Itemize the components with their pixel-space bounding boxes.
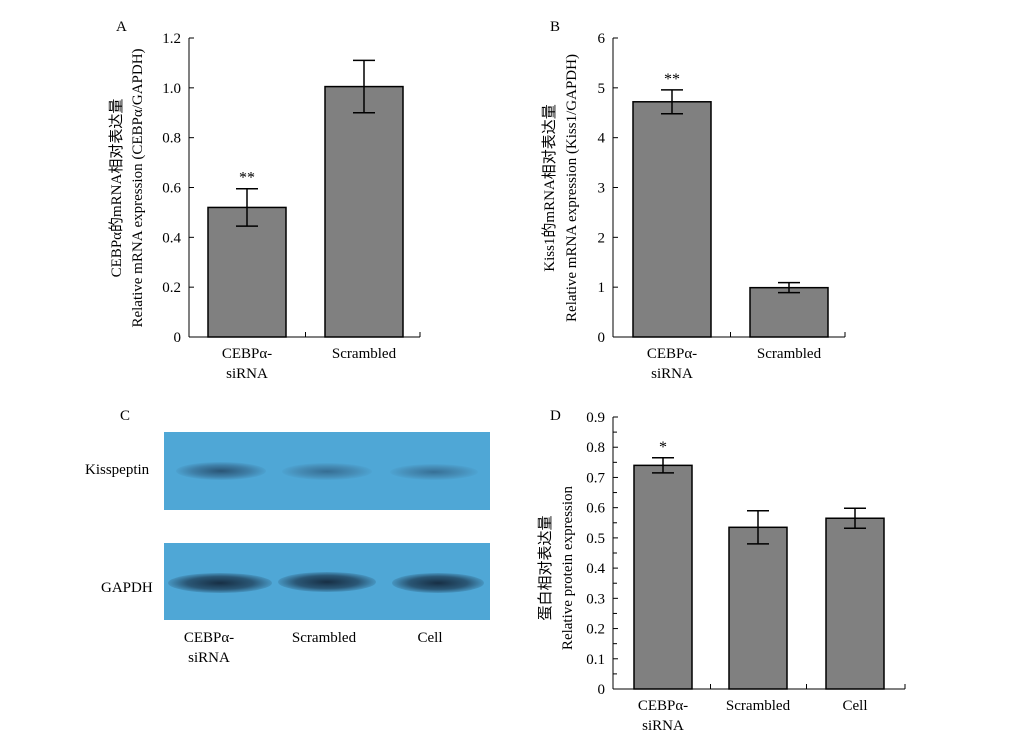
panel-letter-a: A <box>116 19 127 35</box>
bar-d-2 <box>728 526 788 690</box>
y-tick-label-a: 0.8 <box>162 131 181 147</box>
bar-a-1 <box>207 206 287 338</box>
band-gapdh-lane-3 <box>392 573 484 593</box>
band-kisspeptin-lane-2 <box>282 463 372 480</box>
y-axis-label-en-b: Relative mRNA expression (Kiss1/GAPDH) <box>564 54 580 322</box>
y-axis-label-en-a: Relative mRNA expression (CEBPα/GAPDH) <box>130 48 146 327</box>
band-kisspeptin-lane-3 <box>390 464 478 480</box>
y-tick-label-d: 0.1 <box>586 652 605 668</box>
significance-mark-a-1: ** <box>239 170 255 187</box>
band-gapdh-lane-1 <box>168 573 272 593</box>
y-tick-label-a: 1.2 <box>162 31 181 47</box>
y-axis-label-cn-d: 蛋白相对表达量 <box>537 515 554 620</box>
panel-letter-d: D <box>550 408 561 424</box>
bar-a-2 <box>324 85 404 338</box>
y-tick-label-b: 3 <box>598 181 606 197</box>
y-tick-label-b: 6 <box>598 31 606 47</box>
y-tick-label-a: 0.4 <box>162 230 181 246</box>
band-kisspeptin-lane-1 <box>176 462 266 480</box>
chart-panel-a: 0 0.2 0.4 0.6 0.8 1.0 1.2 ** CEBPα-siRNA Scramble… <box>108 31 421 382</box>
y-tick-label-a: 0 <box>174 330 182 346</box>
category-label-d-1: CEBPα-siRNA <box>638 698 688 734</box>
blot-lane-label-2: Scrambled <box>291 630 357 646</box>
category-label-b-1: CEBPα-siRNA <box>647 346 697 382</box>
y-tick-label-d: 0.2 <box>586 622 605 638</box>
category-label-a-1: CEBPα-siRNA <box>222 346 272 382</box>
bar-d-1 <box>633 464 693 690</box>
category-label-b-2: Scrambled <box>757 346 822 362</box>
y-tick-label-d: 0 <box>598 682 606 698</box>
band-gapdh-lane-2 <box>278 572 376 592</box>
y-axis-label-cn-a: CEBPα的mRNA相对表达量 <box>108 99 125 278</box>
blot-lane-label-3: Cell <box>417 630 443 646</box>
category-label-d-2: Scrambled <box>726 698 791 714</box>
y-axis-label-cn-b: Kiss1的mRNA相对表达量 <box>541 104 558 272</box>
y-tick-label-a: 1.0 <box>162 81 181 97</box>
blot-strip-kisspeptin <box>164 432 490 510</box>
panel-letter-b: B <box>550 19 561 35</box>
blot-lane-label-1: CEBPα- siRNA <box>183 630 235 666</box>
category-label-a-2: Scrambled <box>332 346 397 362</box>
chart-panel-d: 0 0.1 0.2 0.3 0.4 0.5 0.6 0.7 0.8 0.9 * CEBPα-siRNA… <box>537 410 906 734</box>
y-tick-label-d: 0.9 <box>586 410 605 426</box>
blot-row-label-gapdh: GAPDH <box>101 580 153 596</box>
y-tick-label-b: 4 <box>598 131 606 147</box>
blot-row-label-kisspeptin: Kisspeptin <box>85 462 150 478</box>
bar-b-2 <box>749 286 829 338</box>
y-tick-label-b: 5 <box>598 81 606 97</box>
blot-strip-gapdh <box>164 543 490 620</box>
y-tick-label-a: 0.6 <box>162 181 181 197</box>
significance-mark-b-1: ** <box>664 71 680 88</box>
y-tick-label-b: 0 <box>598 330 606 346</box>
y-tick-label-a: 0.2 <box>162 280 181 296</box>
y-tick-label-d: 0.4 <box>586 561 605 577</box>
y-tick-label-b: 1 <box>598 280 606 296</box>
y-tick-label-d: 0.6 <box>586 501 605 517</box>
category-label-d-3: Cell <box>843 698 868 714</box>
chart-panel-b: 0 1 2 3 4 5 6 ** CEBPα-siRNA Scrambled Relative mR… <box>541 31 846 382</box>
bar-b-1 <box>632 101 712 338</box>
y-tick-label-b: 2 <box>598 230 606 246</box>
y-tick-label-d: 0.3 <box>586 591 605 607</box>
y-tick-label-d: 0.5 <box>586 531 605 547</box>
y-axis-label-en-d: Relative protein expression <box>560 485 576 650</box>
y-tick-label-d: 0.8 <box>586 440 605 456</box>
y-tick-label-d: 0.7 <box>586 470 605 486</box>
panel-letter-c: C <box>120 408 131 424</box>
bar-d-3 <box>825 517 885 690</box>
significance-mark-d-1: * <box>659 439 667 456</box>
